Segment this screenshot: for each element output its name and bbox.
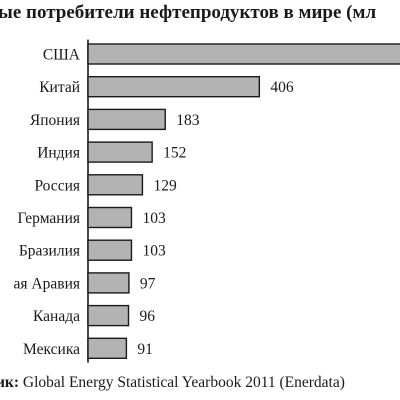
category-label-8: ая Аравия: [14, 275, 80, 292]
category-label-3: Япония: [30, 112, 80, 129]
bar-10: [87, 337, 128, 359]
value-label-10: 91: [137, 341, 153, 358]
source-label: ик:: [0, 374, 20, 391]
source-text: Global Energy Statistical Yearbook 2011 …: [19, 374, 345, 391]
value-label-3: 183: [176, 112, 200, 129]
value-label-4: 152: [163, 145, 186, 162]
bar-7: [87, 239, 133, 261]
category-label-10: Мексика: [23, 341, 80, 358]
category-label-4: Индия: [37, 145, 80, 162]
bar-8: [87, 272, 130, 294]
value-label-8: 97: [140, 275, 156, 292]
category-label-1: США: [43, 47, 81, 64]
source-note: ик: Global Energy Statistical Yearbook 2…: [0, 372, 345, 394]
category-label-6: Германия: [18, 210, 80, 227]
bar-1: [87, 43, 400, 65]
value-label-9: 96: [140, 308, 156, 325]
category-label-2: Китай: [39, 79, 80, 96]
bar-2: [87, 75, 261, 98]
category-label-5: Россия: [34, 177, 80, 194]
category-label-9: Канада: [33, 308, 80, 325]
bar-4: [87, 141, 153, 163]
value-label-5: 129: [153, 177, 177, 194]
value-label-7: 103: [142, 243, 166, 260]
bar-6: [87, 206, 133, 229]
bar-3: [87, 108, 166, 131]
value-label-2: 406: [270, 79, 294, 96]
value-label-6: 103: [142, 210, 166, 227]
chart-title: ые потребители нефтепродуктов в мире (мл: [0, 2, 377, 23]
category-label-7: Бразилия: [19, 243, 80, 260]
bar-5: [87, 174, 144, 196]
bar-9: [87, 304, 130, 327]
